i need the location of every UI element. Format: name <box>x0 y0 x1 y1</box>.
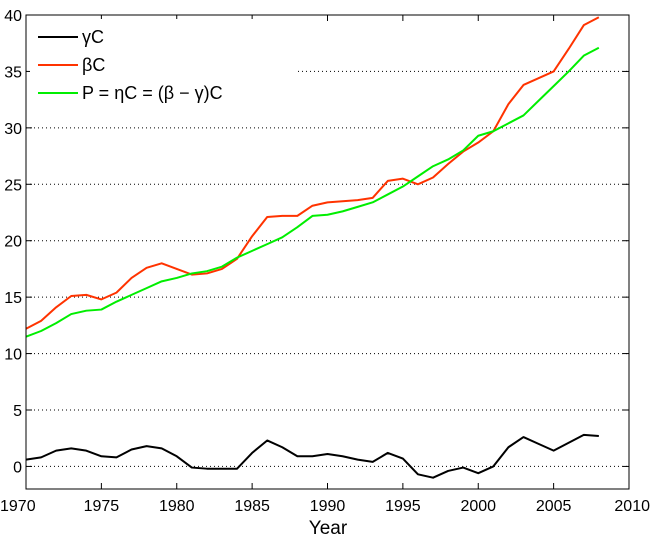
x-axis-title: Year <box>309 518 348 539</box>
x-tick-label-1970: 1970 <box>0 498 36 515</box>
series-2-points <box>25 47 599 337</box>
x-tick-label-2005: 2005 <box>536 498 572 515</box>
axis-tick-labels: 1970 1975 1980 1985 1990 1995 2000 2005 2010 0 5 10… <box>0 8 650 515</box>
series-1-points <box>25 17 599 329</box>
y-tick-label-25: 25 <box>4 177 22 194</box>
x-tick-label-1985: 1985 <box>234 498 270 515</box>
legend-label-2: P = ηC = (β − γ)C <box>82 83 223 103</box>
y-tick-label-0: 0 <box>13 459 22 476</box>
x-tick-label-1990: 1990 <box>310 498 346 515</box>
x-tick-label-1995: 1995 <box>385 498 421 515</box>
y-tick-label-40: 40 <box>4 8 22 25</box>
y-tick-label-5: 5 <box>13 403 22 420</box>
y-tick-label-10: 10 <box>4 347 22 364</box>
legend-label-1: βC <box>82 55 105 75</box>
x-tick-label-1980: 1980 <box>159 498 195 515</box>
x-tick-label-2000: 2000 <box>460 498 496 515</box>
y-tick-label-35: 35 <box>4 64 22 81</box>
series-layer <box>25 16 600 479</box>
x-tick-label-1975: 1975 <box>84 498 120 515</box>
y-tick-label-20: 20 <box>4 234 22 251</box>
y-tick-label-30: 30 <box>4 121 22 138</box>
axis-ticks <box>25 14 630 489</box>
legend: γC βC P = ηC = (β − γ)C <box>30 19 295 111</box>
x-tick-label-2010: 2010 <box>614 498 650 515</box>
series-0-points <box>25 434 599 478</box>
y-tick-label-15: 15 <box>4 290 22 307</box>
legend-label-0: γC <box>82 27 104 47</box>
